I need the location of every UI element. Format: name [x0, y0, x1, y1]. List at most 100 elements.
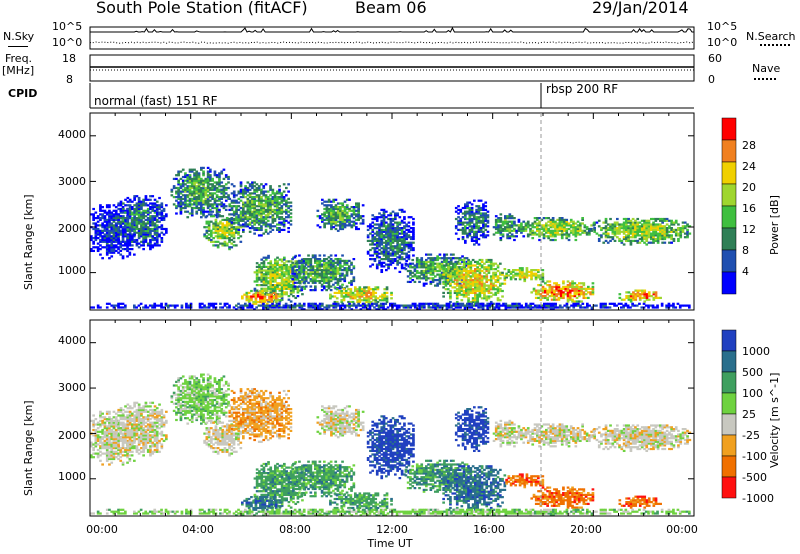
power-cell [327, 215, 331, 218]
power-cell [513, 224, 516, 227]
power-cell [289, 267, 293, 270]
power-cell [165, 231, 168, 234]
power-cell [462, 269, 466, 273]
power-cell [380, 250, 384, 253]
power-cell [468, 219, 472, 222]
power-cell [327, 217, 331, 220]
power-cell [264, 269, 268, 272]
power-cell [303, 287, 307, 290]
power-cell [146, 207, 150, 211]
power-cell [470, 236, 474, 239]
power-cell [338, 269, 342, 272]
power-cell [251, 225, 254, 228]
power-cell [96, 248, 100, 251]
power-cell [155, 233, 159, 236]
power-cell [133, 240, 136, 243]
power-cell [398, 208, 402, 212]
power-cell [108, 220, 111, 223]
power-cell [478, 286, 482, 289]
power-cell [351, 291, 355, 295]
power-cell [204, 190, 208, 193]
power-cell [460, 271, 464, 274]
power-cell [218, 185, 221, 188]
power-cell [468, 216, 472, 219]
power-cell [375, 263, 379, 266]
power-cell [455, 266, 459, 269]
power-cell [108, 222, 111, 225]
power-cell [105, 211, 109, 214]
power-cell [429, 257, 433, 260]
power-cell [371, 230, 375, 233]
power-cell [320, 270, 324, 274]
power-cell [413, 275, 417, 278]
power-cell [378, 232, 381, 235]
power-cell [195, 185, 199, 188]
power-cell [497, 226, 500, 229]
power-cell [146, 229, 150, 232]
power-cell [663, 230, 667, 233]
power-cell [253, 203, 256, 206]
power-cell [301, 280, 304, 283]
power-cell [336, 279, 340, 283]
power-cell [325, 267, 328, 270]
power-cell [469, 291, 473, 295]
power-cell [336, 215, 340, 218]
power-cell [253, 181, 256, 184]
power-cell [385, 295, 389, 298]
power-cell [112, 246, 116, 249]
power-cell [458, 284, 461, 287]
power-cell [458, 293, 461, 296]
power-cell [320, 279, 324, 283]
power-cell [179, 212, 183, 215]
power-cell [454, 210, 458, 213]
power-cell [545, 217, 548, 220]
power-cell [489, 264, 493, 267]
power-cell [153, 226, 157, 229]
power-cell [282, 221, 286, 224]
power-cell [425, 258, 428, 262]
power-cell [466, 221, 469, 224]
power-cell [332, 276, 335, 279]
power-cell [289, 271, 293, 274]
power-cell [269, 267, 273, 270]
power-cell [436, 284, 439, 287]
power-cell [345, 198, 349, 201]
power-cell [489, 262, 493, 265]
power-cell [400, 252, 404, 255]
power-cell [385, 239, 388, 243]
power-cell [460, 280, 464, 284]
power-cell [517, 227, 521, 231]
power-cell [369, 243, 372, 246]
power-cell [348, 281, 351, 284]
power-cell [289, 280, 293, 283]
power-cell [571, 287, 574, 290]
power-cell [271, 192, 275, 195]
power-cell [94, 246, 98, 249]
power-cell [153, 237, 157, 240]
power-cell [576, 220, 580, 223]
power-cell [579, 222, 582, 225]
power-cell [225, 226, 229, 229]
power-cell [239, 212, 243, 215]
power-cell [343, 206, 347, 209]
power-cell [225, 222, 229, 225]
power-cell [153, 224, 157, 227]
power-cell [496, 264, 500, 267]
power-cell [283, 256, 286, 259]
power-cell [385, 299, 389, 302]
power-cell [280, 199, 284, 202]
power-cell [259, 291, 262, 295]
power-cell [206, 175, 210, 179]
power-cell [343, 224, 347, 227]
power-cell [327, 256, 331, 259]
power-cell [510, 220, 514, 223]
power-cell [323, 259, 326, 263]
power-cell [247, 297, 251, 300]
power-cell [280, 205, 284, 208]
power-cell [151, 204, 155, 207]
power-cell [380, 214, 384, 217]
power-cell [165, 215, 168, 218]
power-cell [369, 265, 372, 268]
power-cell [473, 239, 476, 243]
power-cell [479, 208, 483, 212]
